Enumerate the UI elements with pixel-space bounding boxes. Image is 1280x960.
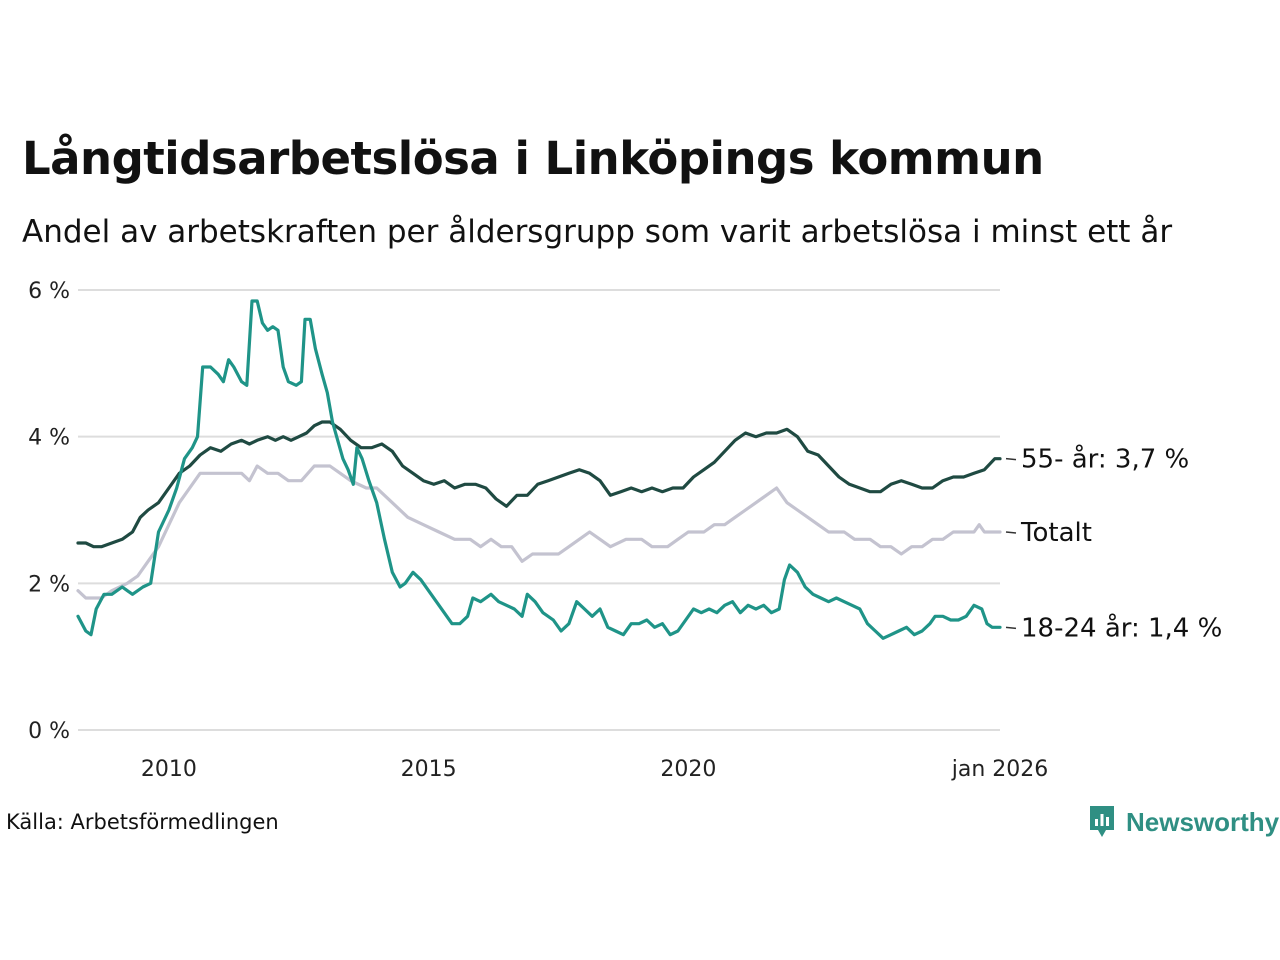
series-line	[76, 299, 1002, 640]
series-line	[76, 420, 1002, 549]
series-end-label: 18-24 år: 1,4 %	[1021, 612, 1222, 643]
y-tick-label: 4 %	[28, 426, 70, 451]
y-tick-label: 2 %	[28, 572, 70, 597]
newsworthy-logo[interactable]: Newsworthy	[1088, 804, 1279, 840]
source-note: Källa: Arbetsförmedlingen	[6, 810, 279, 834]
logo-text: Newsworthy	[1126, 806, 1280, 837]
series-lines	[76, 299, 1002, 640]
series-line	[76, 464, 1002, 600]
series-label-connector	[1005, 457, 1017, 461]
x-tick-label: 2015	[401, 757, 457, 782]
series-label-connector	[1005, 626, 1017, 630]
y-tick-label: 6 %	[28, 279, 70, 304]
series-label-connector	[1005, 531, 1017, 534]
y-axis-ticks: 0 % 2 % 4 % 6 %	[28, 279, 70, 744]
series-end-label: 55- år: 3,7 %	[1021, 444, 1189, 475]
chart-title: Långtidsarbetslösa i Linköpings kommun	[22, 132, 1044, 185]
x-axis-ticks: 2010 2015 2020 jan 2026	[141, 757, 1048, 782]
y-tick-label: 0 %	[28, 719, 70, 744]
x-tick-label: 2010	[141, 757, 197, 782]
chart-subtitle: Andel av arbetskraften per åldersgrupp s…	[22, 214, 1173, 250]
series-end-labels: Totalt 55- år: 3,7 % 18-24 år: 1,4 %	[1005, 444, 1222, 643]
x-tick-label: jan 2026	[951, 757, 1049, 782]
series-end-label: Totalt	[1020, 518, 1092, 548]
bar-chart-logo-icon	[1090, 806, 1114, 837]
gridlines	[78, 289, 1000, 731]
x-tick-label: 2020	[660, 757, 716, 782]
